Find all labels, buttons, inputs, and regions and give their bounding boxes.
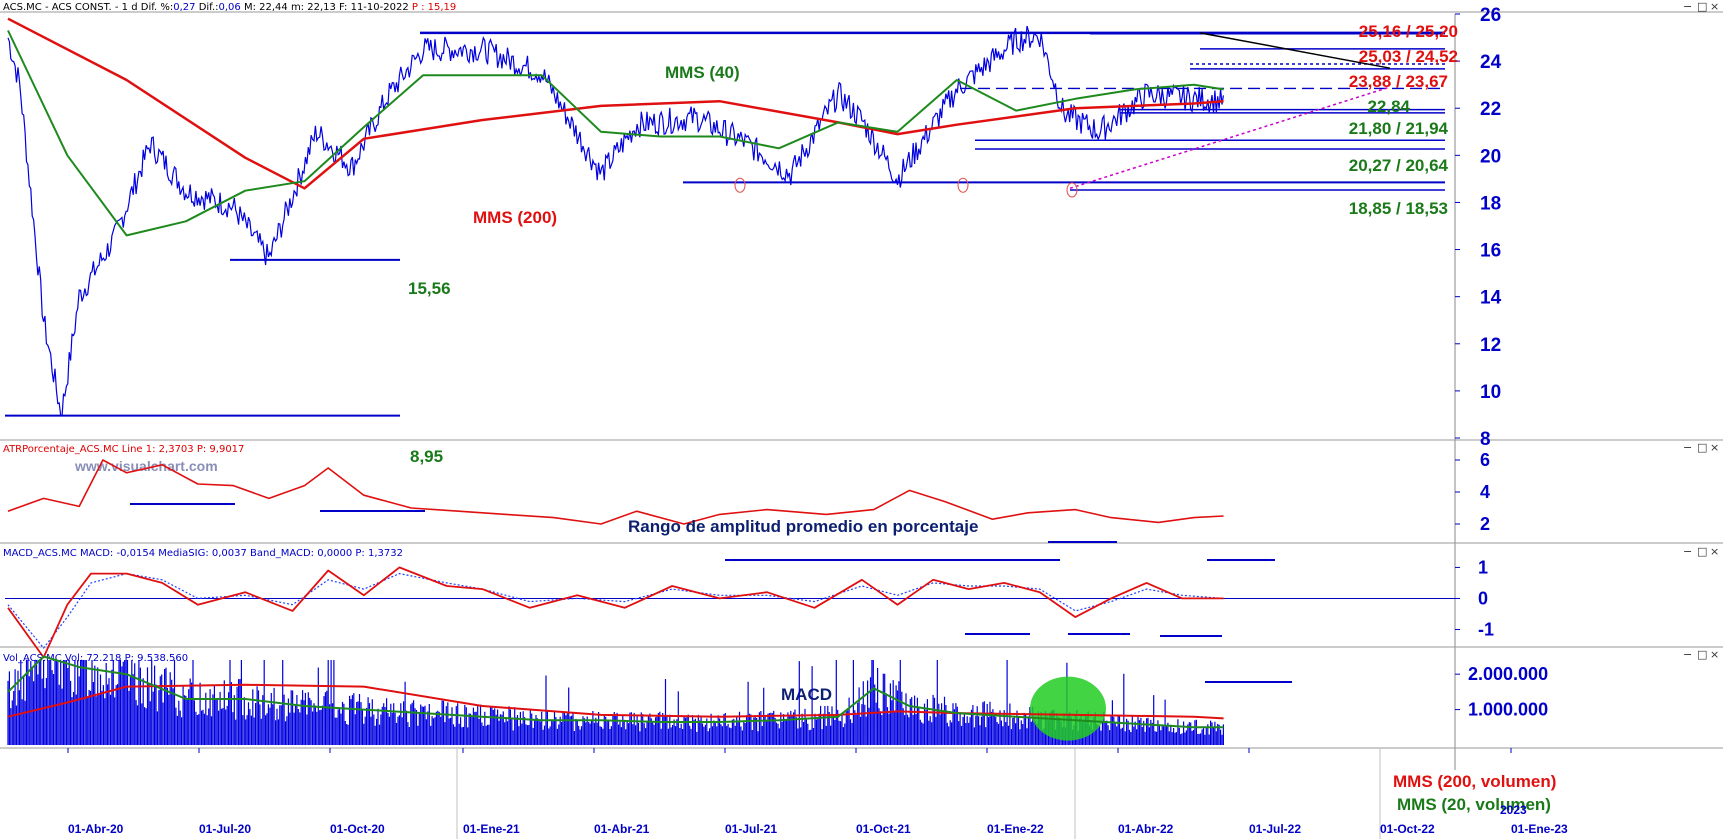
mms40-line [7,30,1224,237]
header-field: Dif.: [196,2,219,13]
level-label-1556: 15,56 [408,279,451,298]
header-field: ACS.MC - ACS CONST. - [3,2,122,13]
macd-header: MACD_ACS.MC MACD: -0,0154 MediaSIG: 0,00… [3,548,403,559]
mms200-label: MMS (200) [473,208,557,227]
atr-maximize-button[interactable]: □ [1697,441,1707,454]
x-tick-label: 01-Abr-20 [68,822,124,836]
header-field: Dif. %: [141,2,174,13]
vol-mms20-line [7,655,1224,729]
macd-close-button[interactable]: × [1710,545,1719,558]
watermark: www.visualchart.com [74,458,218,474]
level-label-2503: 25,03 / 24,52 [1359,47,1458,66]
level-label-2388: 23,88 / 23,67 [1349,72,1448,91]
header-field: 1 d [122,2,141,13]
macd-title: MACD [781,685,832,704]
volume-bars [7,660,1224,745]
x-tick-label: 01-Ene-22 [987,822,1044,836]
x-tick-label: 01-Oct-21 [856,822,911,836]
vol-mms200-line [7,683,1224,720]
downtrend-line [1199,32,1391,69]
atr-y-tick-label: 2 [1480,514,1490,534]
y-tick-label: 10 [1480,382,1501,403]
x-tick-label: 01-Oct-20 [330,822,385,836]
atr-y-tick-label: 4 [1480,482,1490,502]
x-tick-label: 01-Ene-23 [1511,822,1568,836]
x-tick-label: 01-Oct-22 [1380,822,1435,836]
header-field: F: 11-10-2022 [336,2,409,13]
x-tick-label: 01-Jul-20 [199,822,251,836]
x-tick-label: 01-Abr-22 [1118,822,1174,836]
y-tick-label: 26 [1480,5,1501,26]
vol-minimize-button[interactable]: − [1683,648,1692,661]
atr-header: ATRPorcentaje_ACS.MC Line 1: 2,3703 P: 9… [3,444,244,455]
macd-maximize-button[interactable]: □ [1697,545,1707,558]
uptrend-line [1069,86,1391,190]
header-field: 0,27 [173,2,195,13]
vol-mms200-label: MMS (200, volumen) [1393,772,1556,791]
atr-y-tick-label: 6 [1480,450,1490,470]
vol-maximize-button[interactable]: □ [1697,648,1707,661]
atr-line [7,459,1224,525]
macd-y-tick-label: 1 [1478,557,1488,577]
y-tick-label: 20 [1480,146,1501,167]
mms40-label: MMS (40) [665,63,740,82]
macd-line [7,566,1224,659]
x-tick-label: 01-Jul-21 [725,822,777,836]
level-label-1885: 18,85 / 18,53 [1349,199,1448,218]
vol-mms20-label: MMS (20, volumen) [1397,795,1551,814]
low-marker [957,177,969,193]
low-marker [1066,182,1078,198]
macd-minimize-button[interactable]: − [1683,545,1692,558]
level-label-2516: 25,16 / 25,20 [1359,22,1458,41]
y-tick-label: 18 [1480,193,1501,214]
price-series [7,25,1224,417]
x-tick-label: 01-Abr-21 [594,822,650,836]
mms200-line [7,17,1224,190]
vol-close-button[interactable]: × [1710,648,1719,661]
main-close-button[interactable]: × [1710,0,1719,13]
macd-y-tick-label: -1 [1478,619,1494,639]
x-tick-label: 01-Jul-22 [1249,822,1301,836]
macd-y-tick-label: 0 [1478,588,1488,608]
atr-close-button[interactable]: × [1710,441,1719,454]
y-tick-label: 22 [1480,99,1501,120]
y-tick-label: 8 [1480,429,1491,450]
low-marker [734,177,746,193]
level-label-2180: 21,80 / 21,94 [1349,119,1449,138]
main-maximize-button[interactable]: □ [1697,0,1707,13]
level-label-2027: 20,27 / 20,64 [1349,156,1449,175]
volume-header: Vol_ACS.MC Vol: 72.218 P: 9.538.560 [3,653,188,664]
macd-signal-line [7,573,1224,649]
header-field: P : 15,19 [409,2,457,13]
main-minimize-button[interactable]: − [1683,0,1692,13]
vol-y-tick-label: 1.000.000 [1468,700,1548,720]
header-field: 0,06 [219,2,241,13]
main-header: ACS.MC - ACS CONST. - 1 d Dif. %:0,27 Di… [3,2,456,13]
y-tick-label: 14 [1480,288,1502,309]
y-tick-label: 16 [1480,241,1501,262]
y-tick-label: 24 [1480,52,1502,73]
atr-minimize-button[interactable]: − [1683,441,1692,454]
atr-title: Rango de amplitud promedio en porcentaje [628,517,978,536]
header-field: M: 22,44 [241,2,288,13]
vol-y-tick-label: 2.000.000 [1468,664,1548,684]
y-tick-label: 12 [1480,335,1501,356]
level-label-895: 8,95 [410,447,443,466]
vol-year-label: 2023 [1500,803,1527,817]
header-field: m: 22,13 [288,2,336,13]
level-label-2284: 22,84 [1367,97,1410,116]
volume-highlight-circle [1030,676,1106,741]
x-tick-label: 01-Ene-21 [463,822,520,836]
